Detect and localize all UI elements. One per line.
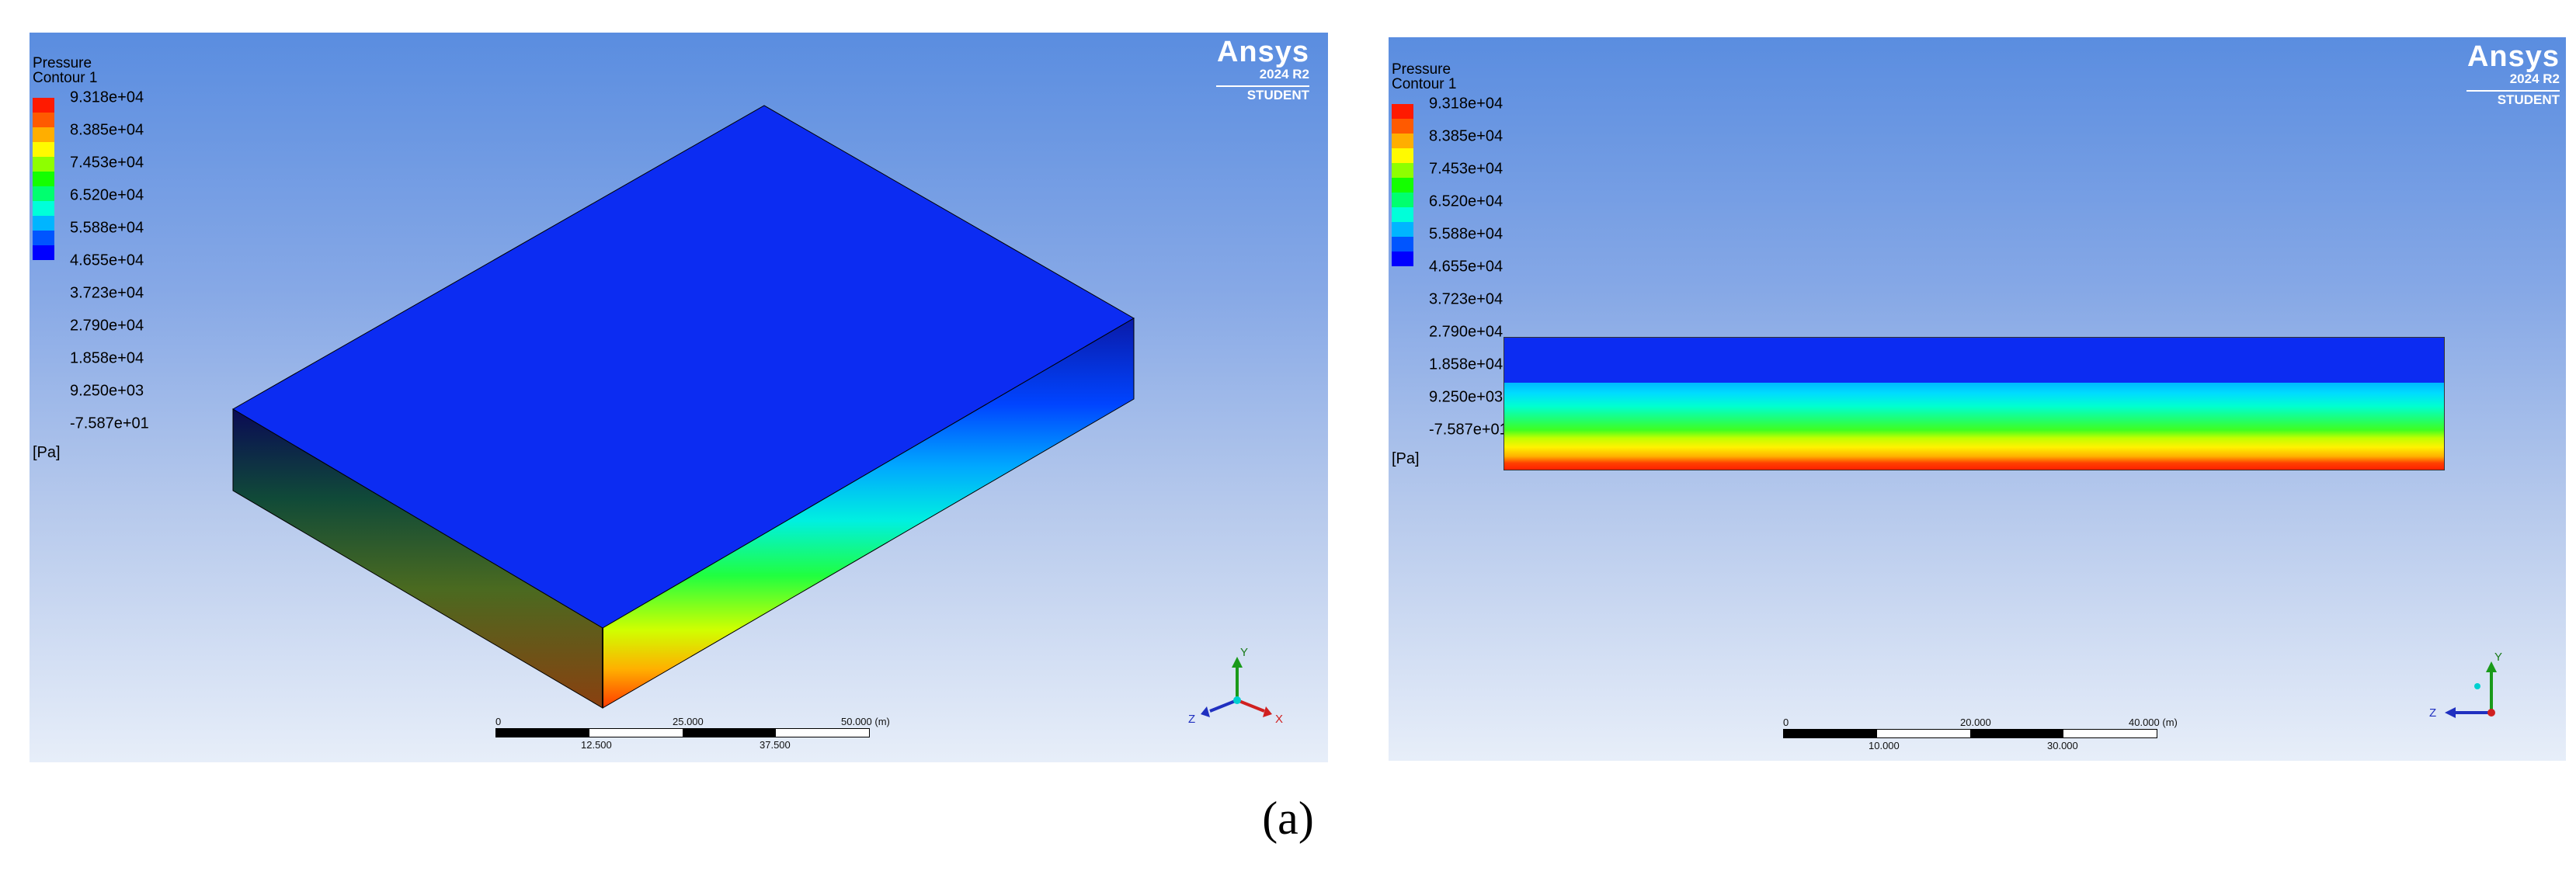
scale-label: 25.000 (673, 716, 704, 727)
legend-tick: 8.385e+04 (70, 121, 144, 139)
legend-tick: 7.453e+04 (1429, 160, 1504, 178)
slab-model-side (1504, 337, 2445, 470)
scale-label: 20.000 (1960, 717, 1991, 728)
legend-title: Pressure (1392, 61, 1451, 78)
legend-unit: [Pa] (33, 444, 61, 461)
figure-caption: (a) (1262, 793, 1314, 844)
logo-version: 2024 R2 (1216, 67, 1309, 87)
scale-bar: 0 20.000 40.000 (m) 10.000 30.000 (1783, 717, 2178, 751)
scale-label: 0 (495, 716, 502, 727)
scale-label: 37.500 (760, 739, 791, 751)
legend-tick: 1.858e+04 (1429, 356, 1504, 373)
legend-color-bar (33, 98, 54, 260)
axis-y-label: Y (2494, 651, 2503, 664)
axis-y-label: Y (1240, 646, 1249, 659)
scale-label: 10.000 (1869, 740, 1900, 751)
legend-color-bar (1392, 104, 1413, 266)
axis-z-label: Z (1188, 713, 1196, 726)
legend-tick: 4.655e+04 (1429, 258, 1504, 276)
legend-tick: 7.453e+04 (70, 154, 144, 172)
isometric-viewport[interactable]: Pressure Contour 1 9.318e+04 8.385e+04 7… (30, 33, 1328, 762)
ansys-logo: Ansys 2024 R2 STUDENT (1216, 37, 1309, 104)
legend-tick: 2.790e+04 (1429, 323, 1504, 341)
pressure-legend: Pressure Contour 1 9.318e+04 8.385e+04 7… (1392, 61, 1508, 467)
legend-subtitle: Contour 1 (33, 70, 98, 86)
legend-tick: -7.587e+01 (70, 415, 149, 432)
legend-tick: 6.520e+04 (1429, 193, 1504, 210)
legend-tick: 5.588e+04 (1429, 225, 1504, 243)
legend-title: Pressure (33, 55, 92, 71)
logo-edition: STUDENT (2497, 92, 2560, 107)
legend-tick: 9.250e+03 (70, 382, 144, 400)
axis-x-label: X (1275, 713, 1284, 726)
scale-label: 40.000 (m) (2129, 717, 2178, 728)
legend-tick: 9.318e+04 (1429, 95, 1504, 113)
legend-tick: 3.723e+04 (70, 284, 144, 302)
slab-model-isometric (232, 105, 1135, 709)
scale-label: 50.000 (m) (841, 716, 890, 727)
legend-tick: 9.318e+04 (70, 88, 144, 106)
legend-unit: [Pa] (1392, 450, 1420, 467)
logo-edition: STUDENT (1246, 88, 1309, 102)
legend-tick: 1.858e+04 (70, 349, 144, 367)
axis-triad: Y Z X (1187, 646, 1288, 731)
legend-tick: 4.655e+04 (70, 252, 144, 269)
legend-tick: 2.790e+04 (70, 317, 144, 335)
axis-triad: Y Z (2421, 635, 2522, 736)
ansys-logo: Ansys 2024 R2 STUDENT (2466, 42, 2560, 109)
logo-brand: Ansys (1216, 36, 1309, 68)
scale-label: 30.000 (2047, 740, 2078, 751)
legend-tick: 9.250e+03 (1429, 388, 1504, 406)
pressure-legend: Pressure Contour 1 9.318e+04 8.385e+04 7… (33, 55, 149, 461)
legend-tick: 5.588e+04 (70, 219, 144, 237)
side-viewport[interactable]: Pressure Contour 1 9.318e+04 8.385e+04 7… (1389, 37, 2566, 761)
logo-version: 2024 R2 (2466, 71, 2560, 92)
legend-tick: 6.520e+04 (70, 186, 144, 204)
scale-bar: 0 25.000 50.000 (m) 12.500 37.500 (495, 716, 890, 751)
logo-brand: Ansys (2466, 40, 2560, 73)
legend-tick: 8.385e+04 (1429, 127, 1504, 145)
legend-tick: -7.587e+01 (1429, 421, 1508, 439)
scale-label: 0 (1783, 717, 1789, 728)
legend-subtitle: Contour 1 (1392, 76, 1457, 92)
legend-tick: 3.723e+04 (1429, 290, 1504, 308)
scale-label: 12.500 (581, 739, 612, 751)
axis-z-label: Z (2429, 706, 2437, 720)
